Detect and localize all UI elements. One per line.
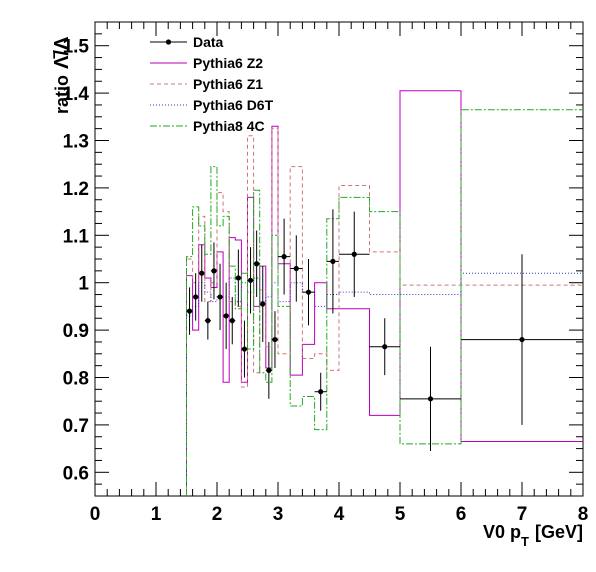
y-tick-label: 0.7 xyxy=(63,416,89,437)
data-point-marker xyxy=(235,275,241,281)
x-axis-title: V0 pT [GeV] xyxy=(483,522,583,549)
data-point xyxy=(302,259,315,326)
legend-entry: Pythia8 4C xyxy=(150,118,265,134)
x-tick-label: 4 xyxy=(334,504,345,525)
data-point-marker xyxy=(199,270,205,276)
y-tick-label: 0.8 xyxy=(63,369,89,390)
x-tick-label: 6 xyxy=(456,504,467,525)
data-point xyxy=(314,372,327,411)
series-layer xyxy=(186,90,583,496)
data-point xyxy=(210,242,217,300)
data-point xyxy=(369,318,400,376)
x-tick-label: 2 xyxy=(212,504,223,525)
data-point xyxy=(461,254,583,425)
data-point-marker xyxy=(281,254,287,260)
y-axis-title: ratioΛ̄/Λ xyxy=(51,36,73,114)
y-tick-label: 1.2 xyxy=(63,179,89,200)
x-axis-title-sub: T xyxy=(521,534,529,549)
data-point xyxy=(192,273,199,321)
data-point xyxy=(229,296,236,345)
legend-entry: Pythia6 Z2 xyxy=(150,55,263,71)
data-point xyxy=(278,218,291,295)
legend-label: Pythia6 D6T xyxy=(193,97,274,113)
y-tick-label: 1.3 xyxy=(63,132,89,153)
legend-entry: Data xyxy=(150,34,224,50)
y-tick-labels: 0.6 0.7 0.8 0.9 1 1.1 1.2 1.3 1.4 1.5 xyxy=(63,37,90,485)
axis-ticks xyxy=(94,21,584,497)
data-point-marker xyxy=(519,336,525,343)
data-point xyxy=(223,282,230,350)
data-point-marker xyxy=(330,258,336,264)
y-tick-label: 1.5 xyxy=(63,37,90,58)
data-point xyxy=(259,266,266,342)
x-tick-label: 3 xyxy=(273,504,284,525)
data-point-marker xyxy=(272,336,278,343)
data-point-marker xyxy=(223,313,229,319)
x-tick-label: 1 xyxy=(151,504,162,525)
legend: Data Pythia6 Z2 Pythia6 Z1 Pythia6 D6T Pythi… xyxy=(150,34,274,134)
data-point-marker xyxy=(266,367,272,373)
legend-marker xyxy=(165,39,172,45)
data-point-marker xyxy=(305,289,312,295)
data-point-marker xyxy=(205,318,211,324)
data-point xyxy=(217,263,224,331)
legend-label: Pythia6 Z1 xyxy=(193,76,263,92)
x-tick-labels: 0 1 2 3 4 5 6 7 8 xyxy=(90,504,589,525)
legend-label: Pythia6 Z2 xyxy=(193,55,263,71)
data-point xyxy=(271,311,278,369)
x-tick-label: 5 xyxy=(395,504,406,525)
data-point-marker xyxy=(382,344,388,350)
data-point xyxy=(265,341,272,399)
data-point xyxy=(204,301,211,340)
data-point-marker xyxy=(217,294,223,300)
x-tick-label: 8 xyxy=(578,504,589,525)
series-pythia6-z2 xyxy=(186,90,583,496)
data-point-marker xyxy=(254,261,260,267)
data-point-marker xyxy=(260,301,266,307)
data-point xyxy=(253,230,260,297)
data-point xyxy=(326,209,339,314)
legend-entry: Pythia6 Z1 xyxy=(150,76,263,92)
legend-entry: Pythia6 D6T xyxy=(150,97,274,113)
series-pythia6-d6t xyxy=(186,272,583,496)
y-tick-label: 0.6 xyxy=(63,463,89,484)
x-tick-label: 7 xyxy=(517,504,528,525)
data-point-marker xyxy=(193,294,199,300)
data-point-marker xyxy=(427,396,434,402)
data-point xyxy=(235,249,242,307)
data-point-marker xyxy=(351,251,357,257)
y-tick-label: 1 xyxy=(78,274,89,295)
data-point-marker xyxy=(241,346,248,352)
data-point xyxy=(339,211,370,297)
data-point xyxy=(247,247,254,314)
x-tick-label: 0 xyxy=(90,504,101,525)
data-point xyxy=(186,287,193,335)
data-point-marker xyxy=(229,318,235,324)
data-point-marker xyxy=(247,277,254,283)
y-tick-label: 1.4 xyxy=(63,84,90,105)
data-point-marker xyxy=(186,308,193,314)
data-point xyxy=(290,235,303,302)
legend-label: Data xyxy=(193,34,224,50)
data-point xyxy=(241,320,248,378)
data-point-marker xyxy=(211,268,217,274)
y-tick-label: 1.1 xyxy=(63,226,90,247)
series-pythia6-z1 xyxy=(186,128,583,496)
series-pythia8-4c xyxy=(186,109,583,496)
y-tick-label: 0.9 xyxy=(63,321,89,342)
legend-label: Pythia8 4C xyxy=(193,118,265,134)
data-point-marker xyxy=(293,265,299,272)
data-point-marker xyxy=(318,389,324,395)
data-point xyxy=(198,244,205,302)
data-point xyxy=(400,346,461,451)
data-points-layer xyxy=(186,209,583,451)
